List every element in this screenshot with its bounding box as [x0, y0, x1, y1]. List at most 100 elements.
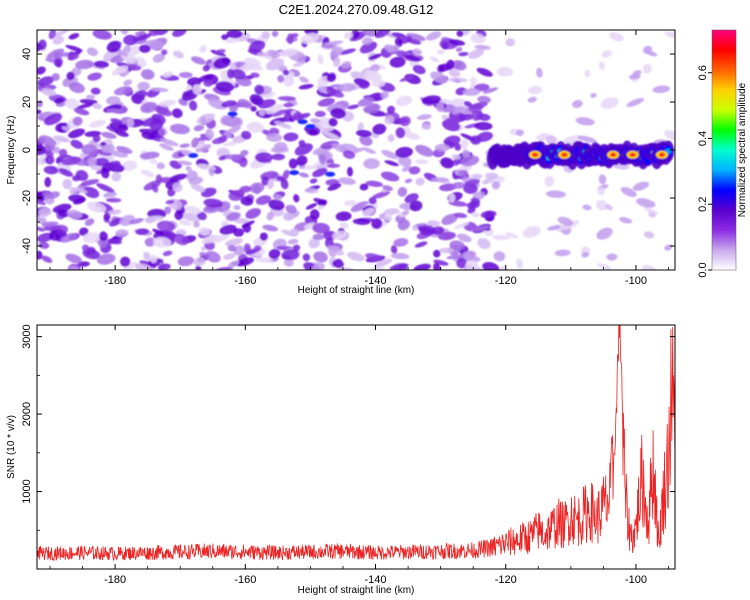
spectrogram-noise-blob — [193, 125, 205, 132]
spectrogram-noise-blob — [211, 233, 230, 244]
spectrogram-noise-blob — [140, 169, 155, 178]
spectrogram-noise-blob — [173, 233, 189, 246]
spectrogram-noise-blob — [221, 34, 229, 40]
spectrogram-noise-blob — [233, 204, 241, 211]
spectrogram-noise-blob — [391, 32, 406, 38]
spectrogram-noise-blob — [454, 222, 470, 230]
spectrogram-noise-blob — [437, 98, 454, 104]
spectrogram-noise-blob — [296, 155, 308, 166]
spectrogram-noise-blob — [338, 177, 356, 185]
spectrogram-noise-blob — [61, 156, 82, 166]
spectrogram-noise-blob — [93, 60, 109, 68]
spectrogram-noise-blob — [77, 261, 90, 267]
spectrogram-noise-blob — [243, 243, 251, 253]
spectrogram-noise-blob — [190, 183, 206, 193]
spectrogram-noise-blob — [469, 77, 477, 85]
spectrogram-noise-blob — [361, 37, 373, 45]
spectrogram-noise-blob — [335, 211, 352, 222]
spectrogram-noise-blob — [642, 63, 652, 74]
spectrogram-noise-blob — [474, 83, 490, 92]
colorbar-label: Normalized spectral amplitude — [737, 82, 748, 217]
spectrogram-noise-blob — [44, 177, 52, 188]
spectrogram-noise-blob — [80, 179, 100, 186]
spectrogram-noise-blob — [384, 213, 393, 222]
spectrogram-noise-blob — [600, 97, 619, 109]
spectrogram-noise-blob — [310, 118, 322, 124]
spectrogram-noise-blob — [445, 59, 455, 71]
spectrogram-x-tick-label: -120 — [495, 275, 517, 287]
spectrogram-noise-blob — [215, 49, 226, 55]
spectrogram-noise-blob — [287, 238, 299, 245]
spectrogram-noise-blob — [81, 244, 90, 252]
spectrogram-noise-blob — [38, 241, 50, 249]
spectrogram-noise-blob — [378, 213, 387, 220]
spectrogram-noise-blob — [421, 95, 442, 105]
spectrogram-noise-blob — [68, 82, 85, 94]
spectrogram-noise-blob — [82, 232, 101, 244]
spectrogram-noise-blob — [350, 201, 370, 213]
spectrogram-noise-peak — [188, 152, 199, 158]
spectrogram-noise-blob — [52, 203, 72, 213]
spectrogram-noise-blob — [103, 212, 111, 221]
spectrogram-noise-peak — [325, 171, 336, 177]
spectrogram-noise-blob — [505, 232, 519, 239]
spectrogram-noise-blob — [62, 178, 73, 190]
spectrogram-noise-blob — [387, 134, 395, 142]
spectrogram-noise-blob — [522, 226, 541, 238]
spectrogram-noise-blob — [390, 245, 398, 254]
spectrogram-noise-blob — [362, 207, 375, 217]
spectrogram-noise-blob — [590, 92, 597, 98]
spectrogram-noise-blob — [293, 60, 306, 67]
spectrogram-noise-blob — [96, 183, 115, 193]
spectrogram-noise-blob — [528, 86, 543, 95]
spectrogram-noise-blob — [73, 107, 90, 116]
spectrogram-noise-blob — [384, 160, 399, 167]
spectrogram-noise-blob — [332, 230, 347, 240]
spectrogram-noise-blob — [374, 30, 391, 39]
spectrogram-noise-blob — [313, 251, 328, 263]
spectrogram-noise-blob — [85, 94, 96, 100]
spectrogram-noise-blob — [372, 123, 387, 135]
spectrogram-noise-blob — [266, 133, 283, 142]
snr-y-tick-label: 2000 — [21, 402, 33, 426]
spectrogram-noise-blob — [231, 69, 246, 80]
spectrogram-noise-blob — [452, 182, 465, 189]
spectrogram-noise-blob — [359, 183, 369, 191]
spectrogram-noise-blob — [350, 71, 368, 82]
spectrogram-noise-blob — [328, 118, 338, 127]
spectrogram-noise-blob — [225, 37, 241, 44]
spectrogram-noise-blob — [441, 41, 449, 50]
spectrogram-noise-blob — [130, 45, 141, 56]
spectrogram-noise-blob — [397, 219, 410, 231]
spectrogram-noise-blob — [474, 121, 493, 131]
spectrogram-noise-blob — [355, 129, 372, 138]
spectrogram-noise-blob — [181, 212, 202, 222]
spectrogram-noise-blob — [395, 146, 413, 158]
spectrogram-noise-blob — [469, 101, 488, 110]
spectrogram-noise-blob — [268, 199, 285, 211]
spectrogram-noise-blob — [116, 146, 133, 154]
spectrogram-noise-blob — [451, 98, 470, 110]
spectrogram-noise-blob — [476, 131, 493, 142]
spectrogram-noise-blob — [300, 33, 319, 44]
spectrogram-noise-blob — [406, 33, 426, 42]
spectrogram-noise-blob — [389, 56, 406, 68]
spectrogram-noise-blob — [456, 30, 464, 37]
spectrogram-noise-blob — [261, 31, 271, 39]
spectrogram-noise-blob — [143, 180, 162, 191]
spectrogram-noise-blob — [110, 118, 123, 125]
spectrogram-noise-blob — [363, 158, 380, 169]
spectrogram-noise-blob — [317, 98, 335, 107]
spectrogram-noise-blob — [67, 53, 79, 61]
spectrogram-noise-blob — [250, 72, 260, 78]
spectrogram-noise-blob — [515, 129, 524, 137]
spectrogram-noise-blob — [224, 238, 243, 247]
spectrogram-noise-blob — [65, 253, 82, 264]
spectrogram-noise-blob — [111, 172, 122, 182]
spectrogram-noise-blob — [326, 73, 337, 83]
spectrogram-noise-blob — [347, 104, 360, 110]
spectrogram-noise-blob — [43, 225, 62, 232]
spectrogram-noise-blob — [38, 207, 52, 217]
spectrogram-noise-blob — [394, 37, 403, 48]
spectrogram-noise-blob — [67, 209, 83, 219]
